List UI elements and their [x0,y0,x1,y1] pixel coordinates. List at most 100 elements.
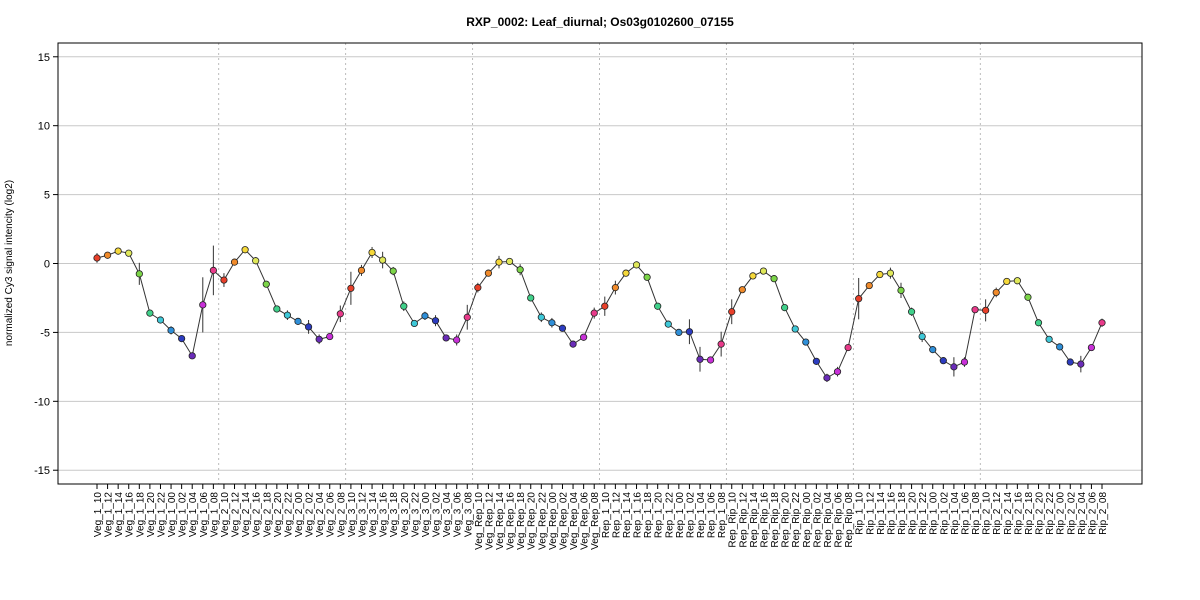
data-point [114,247,122,255]
data-point [1045,335,1053,343]
x-tick-label: Rep_1_18 [643,492,654,539]
x-tick-label: Rip_2_10 [982,492,993,535]
x-tick-label: Veg_2_16 [252,492,263,537]
data-point [1024,293,1032,301]
y-tick-label: 0 [44,259,50,271]
x-tick-label: Rip_2_18 [1024,492,1035,535]
x-tick-label: Veg_2_08 [336,492,347,537]
data-point [1034,319,1043,327]
x-tick-label: Veg_2_22 [283,492,294,537]
x-tick-label: Veg_Rep_04 [569,492,580,550]
data-point [273,305,281,313]
data-point [907,308,916,316]
chart-title: RXP_0002: Leaf_diurnal; Os03g0102600_071… [466,15,734,29]
data-point [580,333,588,341]
group-separators [218,43,981,484]
x-tick-label: Veg_1_16 [125,492,136,537]
data-point [590,309,598,317]
x-tick-label: Rip_2_06 [1087,492,1098,535]
data-point [738,286,746,294]
data-point [611,284,619,292]
data-point [844,343,852,352]
x-tick-label: Veg_Rep_20 [527,492,538,550]
x-tick-label: Veg_1_04 [188,492,199,537]
x-tick-label: Rip_2_20 [1035,492,1046,535]
x-tick-label: Veg_3_06 [453,492,464,537]
data-point [1077,360,1085,368]
y-tick-label: -15 [34,465,50,477]
x-tick-label: Rep_1_00 [675,492,686,539]
x-tick-label: Rip_2_08 [1098,492,1109,535]
data-point [262,280,270,288]
data-point [199,301,207,309]
x-tick-label: Rep_1_10 [601,492,612,539]
x-tick-label: Veg_1_02 [178,492,189,537]
x-tick-label: Veg_2_06 [326,492,337,537]
data-point [220,276,228,284]
data-point [178,335,186,343]
x-tick-label: Rep_Rip_10 [728,492,739,548]
data-point [706,356,715,364]
x-tick-label: Rep_Rip_08 [844,492,855,548]
data-point [103,251,112,259]
x-tick-label: Veg_3_18 [389,492,400,537]
data-point [622,269,630,277]
x-tick-label: Veg_Rep_00 [548,492,559,550]
x-tick-label: Rep_Rip_20 [781,492,792,548]
x-tick-label: Veg_2_20 [273,492,284,537]
x-tick-label: Veg_3_22 [410,492,421,537]
data-point [410,319,418,328]
data-point [791,325,799,333]
data-point [812,357,820,365]
data-point [939,357,947,365]
y-tick-label: -5 [40,327,50,339]
data-point [400,302,408,310]
x-tick-label: Veg_2_10 [220,492,231,537]
x-tick-label: Veg_3_04 [442,492,453,537]
data-point [643,273,651,281]
x-tick-label: Veg_Rep_16 [506,492,517,550]
x-tick-label: Rep_1_12 [611,492,622,539]
x-tick-label: Rip_1_12 [865,492,876,535]
x-tick-label: Rep_1_02 [685,492,696,539]
x-tick-label: Rep_Rip_14 [749,492,760,548]
data-point [654,302,662,310]
x-tick-label: Rip_1_02 [939,492,950,535]
data-point [1066,358,1074,366]
x-tick-label: Rep_1_06 [707,492,718,539]
x-tick-label: Veg_1_22 [156,492,167,537]
x-tick-label: Veg_3_02 [432,492,443,537]
data-point [802,338,810,346]
data-point [304,323,313,331]
data-point [241,246,249,254]
data-point [728,308,736,316]
x-axis: Veg_1_10 Veg_1_12 Veg_1_14 Veg_1_16 Veg_1_18… [93,484,1109,550]
x-tick-label: Veg_3_00 [421,492,432,537]
x-tick-label: Rip_2_22 [1045,492,1056,535]
x-tick-label: Rip_1_20 [908,492,919,535]
data-point [548,319,556,327]
x-tick-label: Veg_Rep_10 [474,492,485,550]
data-point [601,302,609,310]
x-tick-label: Veg_1_10 [93,492,104,537]
data-point [929,346,937,354]
data-point [421,312,429,320]
x-tick-label: Rip_2_00 [1056,492,1067,535]
data-point [855,295,863,303]
data-point [125,249,133,257]
data-point [209,266,217,274]
data-point [823,374,831,382]
data-point [960,358,969,366]
x-tick-label: Veg_Rep_14 [495,492,506,550]
data-point [188,352,196,360]
data-point [992,288,1000,297]
x-tick-label: Rip_2_02 [1066,492,1077,535]
data-point [379,256,387,264]
x-tick-label: Rip_2_16 [1013,492,1024,535]
x-tick-label: Rep_Rip_06 [834,492,845,548]
data-point [770,275,778,283]
data-point [484,269,493,277]
data-point [495,258,503,266]
x-tick-label: Rep_1_20 [654,492,665,539]
data-point [1003,277,1011,286]
